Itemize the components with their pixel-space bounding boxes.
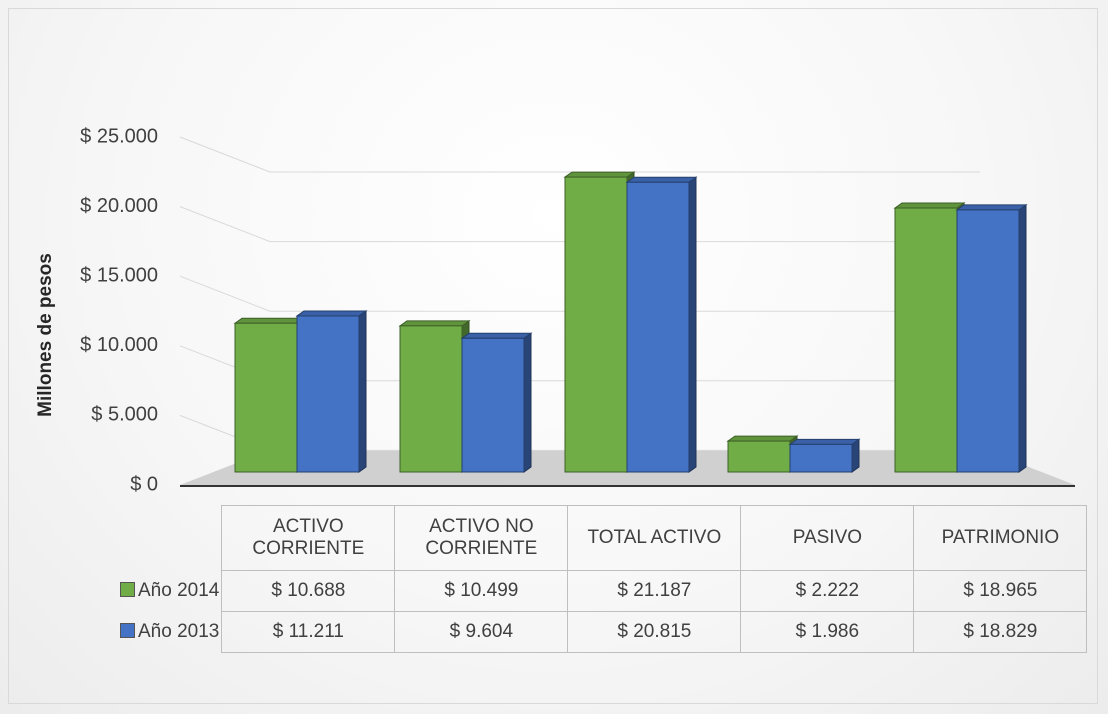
bar-top [563, 171, 636, 178]
bar-front [789, 443, 853, 473]
y-tick-label: $ 0 [130, 473, 158, 495]
bar-side [523, 332, 532, 473]
category-label: PATRIMONIO [913, 505, 1088, 571]
value-label: $ 11.211 [221, 611, 396, 653]
y-tick-label: $ 15.000 [80, 264, 158, 286]
grid-line [179, 275, 980, 312]
bar-top [726, 435, 799, 442]
legend-label: Año 2013 [138, 621, 220, 642]
grid-line [179, 206, 980, 243]
bar [398, 319, 471, 473]
y-axis-label: Millones de pesos [35, 253, 56, 417]
y-tick-label: $ 5.000 [91, 404, 158, 426]
bar-top [893, 202, 966, 209]
bar-top [398, 320, 471, 327]
bar [625, 176, 698, 473]
value-label: $ 10.499 [394, 570, 569, 612]
bar-front [626, 181, 690, 473]
bar [233, 317, 306, 473]
legend-entry: Año 2013 [120, 612, 222, 653]
bar-side [688, 176, 697, 473]
legend-swatch [120, 623, 135, 638]
category-label: ACTIVO CORRIENTE [221, 505, 396, 571]
category-label: ACTIVO NO CORRIENTE [394, 505, 569, 571]
bar [460, 332, 533, 473]
bar [295, 309, 368, 473]
bar-front [564, 176, 628, 473]
value-label: $ 20.815 [567, 611, 742, 653]
bar [726, 435, 799, 473]
legend-entry: Año 2014 [120, 571, 222, 612]
corner [120, 506, 222, 571]
bar-front [296, 315, 360, 473]
bar-front [956, 209, 1020, 473]
legend-swatch [120, 582, 135, 597]
bar-top [955, 204, 1028, 211]
category-label: TOTAL ACTIVO [567, 505, 742, 571]
bar-top [788, 438, 861, 445]
y-tick-label: $ 20.000 [80, 195, 158, 217]
bar-front [234, 322, 298, 473]
value-label: $ 18.965 [913, 570, 1088, 612]
legend-label: Año 2014 [138, 580, 220, 601]
value-label: $ 9.604 [394, 611, 569, 653]
category-label: PASIVO [740, 505, 915, 571]
value-label: $ 2.222 [740, 570, 915, 612]
bar-top [233, 317, 306, 324]
y-tick-label: $ 10.000 [80, 334, 158, 356]
bar-side [358, 309, 367, 473]
bar-side [1018, 203, 1027, 473]
bar-top [460, 332, 533, 339]
bar [955, 203, 1028, 473]
bar-front [399, 325, 463, 473]
bar-front [894, 207, 958, 473]
bar-top [625, 176, 698, 183]
bar-front [461, 337, 525, 473]
value-label: $ 10.688 [221, 570, 396, 612]
value-label: $ 18.829 [913, 611, 1088, 653]
bar-front [727, 440, 791, 473]
grid-line [179, 136, 980, 173]
bar-top [295, 310, 368, 317]
chart-frame [8, 8, 1098, 704]
bar [893, 202, 966, 473]
data-table: ACTIVO CORRIENTE ACTIVO NO CORRIENTE TOTAL… [120, 505, 1088, 653]
y-tick-label: $ 25.000 [80, 125, 158, 147]
bar [788, 438, 861, 473]
bar-side [851, 438, 860, 473]
bar [563, 171, 636, 473]
value-label: $ 21.187 [567, 570, 742, 612]
value-label: $ 1.986 [740, 611, 915, 653]
